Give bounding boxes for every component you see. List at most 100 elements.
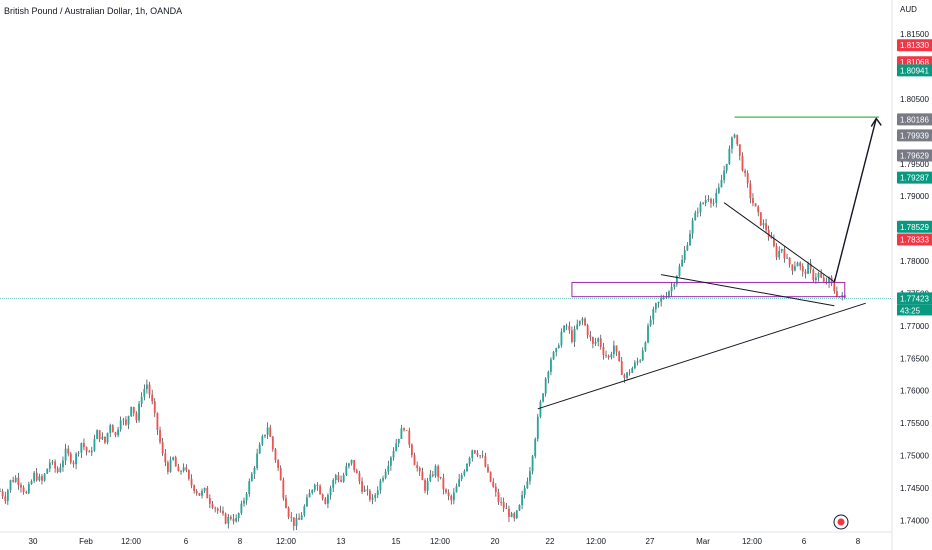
- candle-body: [271, 436, 274, 450]
- candle-body: [232, 518, 235, 522]
- candle-body: [599, 338, 602, 347]
- candle-body: [54, 461, 57, 469]
- candle-body: [626, 372, 628, 378]
- candle-body: [300, 515, 303, 520]
- candle-body: [67, 448, 70, 454]
- candle-body: [132, 406, 135, 414]
- x-tick-label: 8: [856, 537, 861, 546]
- candle-body: [460, 475, 463, 480]
- candle-body: [250, 474, 253, 482]
- candle-body: [395, 443, 398, 452]
- candle-body: [466, 463, 468, 472]
- candle-body: [363, 489, 366, 492]
- candle-body: [298, 518, 301, 520]
- candle-body: [788, 257, 791, 265]
- y-tick-label: 1.75000: [900, 451, 929, 460]
- candle-body: [639, 360, 642, 362]
- candle-body: [775, 246, 778, 258]
- candle-body: [804, 271, 807, 274]
- candle-body: [62, 460, 64, 468]
- candle-body: [597, 338, 600, 343]
- candle-body: [707, 199, 710, 201]
- candle-body: [649, 319, 652, 326]
- x-tick-label: 12:00: [430, 537, 451, 546]
- x-tick-label: 6: [184, 537, 189, 546]
- candle-body: [125, 419, 127, 425]
- candle-body: [828, 277, 830, 284]
- candle-body: [274, 449, 277, 461]
- symbol-title: British Pound / Australian Dollar, 1h, O…: [4, 6, 183, 16]
- candle-body: [405, 430, 408, 431]
- candle-body: [712, 202, 715, 204]
- candle-body: [767, 229, 770, 237]
- candle-body: [820, 272, 823, 278]
- candle-body: [494, 486, 497, 493]
- candle-body: [277, 460, 280, 468]
- candle-body: [222, 510, 224, 514]
- candle-body: [681, 259, 684, 267]
- candle-body: [379, 480, 382, 491]
- candle-body: [4, 496, 7, 501]
- candle-body: [122, 419, 125, 421]
- candle-body: [678, 266, 681, 276]
- candle-body: [117, 429, 119, 436]
- candle-body: [450, 496, 453, 501]
- candle-body: [214, 507, 217, 509]
- candle-body: [471, 450, 474, 459]
- candle-body: [345, 466, 348, 475]
- candle-body: [476, 453, 479, 456]
- candle-body: [245, 494, 248, 501]
- candle-body: [807, 263, 809, 274]
- price-tag: [897, 39, 932, 52]
- candle-body: [662, 297, 665, 299]
- candle-body: [458, 479, 461, 487]
- candle-body: [841, 295, 844, 297]
- candle-body: [59, 467, 62, 473]
- candle-body: [366, 489, 369, 491]
- candle-body: [418, 467, 421, 472]
- tradingview-logo-dot: [837, 518, 845, 526]
- candle-body: [316, 484, 319, 486]
- candle-body: [822, 277, 825, 282]
- candle-body: [140, 396, 143, 404]
- candle-body: [647, 325, 649, 343]
- candle-body: [733, 134, 736, 138]
- candle-body: [25, 491, 28, 494]
- y-tick-label: 1.79000: [900, 192, 929, 201]
- candle-body: [542, 393, 544, 402]
- candle-body: [670, 286, 673, 292]
- candle-body: [644, 342, 647, 351]
- candle-body: [702, 203, 705, 204]
- y-tick-label: 1.74500: [900, 484, 929, 493]
- candle-body: [620, 361, 623, 375]
- candle-body: [586, 325, 589, 336]
- price-tag: [897, 113, 932, 126]
- candle-body: [111, 425, 114, 433]
- candle-body: [523, 488, 526, 495]
- candle-body: [151, 394, 154, 402]
- y-tick-label: 1.78000: [900, 257, 929, 266]
- candle-body: [353, 459, 356, 471]
- candle-body: [660, 298, 663, 302]
- candle-body: [536, 416, 539, 439]
- candle-body: [728, 148, 731, 164]
- candle-body: [780, 249, 783, 251]
- candle-body: [311, 489, 314, 493]
- candle-body: [290, 516, 293, 518]
- candle-body: [12, 480, 15, 482]
- candle-body: [578, 320, 581, 325]
- candle-body: [374, 495, 377, 498]
- candle-body: [75, 453, 78, 465]
- candle-body: [6, 490, 9, 501]
- y-tick-label: 1.77000: [900, 322, 929, 331]
- candle-body: [809, 263, 812, 270]
- y-tick-label: 1.75500: [900, 419, 929, 428]
- candle-body: [521, 494, 524, 505]
- x-tick-label: 15: [392, 537, 401, 546]
- wedge-upper-line: [723, 202, 835, 283]
- candle-body: [46, 468, 49, 474]
- candle-body: [101, 436, 104, 440]
- candle-body: [376, 490, 379, 496]
- candle-body: [752, 198, 754, 204]
